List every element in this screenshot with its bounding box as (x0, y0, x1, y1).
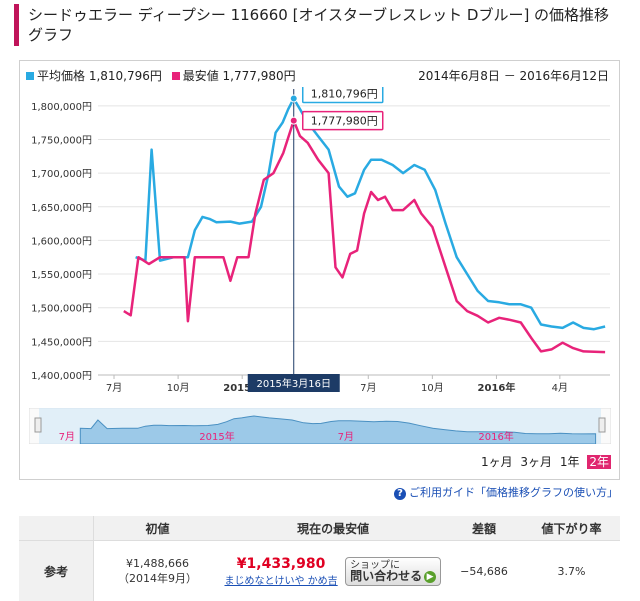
y-tick-label: 1,650,000円 (31, 203, 92, 214)
title-accent (14, 4, 19, 46)
y-tick-label: 1,450,000円 (31, 337, 92, 348)
navigator-label: 7月 (338, 431, 354, 443)
y-tick-label: 1,600,000円 (31, 236, 92, 247)
guide-link[interactable]: ?ご利用ガイド「価格推移グラフの使い方」 (394, 484, 618, 500)
inquire-big-text: 問い合わせる (350, 569, 422, 583)
x-tick-label: 10月 (421, 382, 444, 394)
legend-avg-label: 平均価格 1,810,796円 (37, 69, 162, 83)
range-button-1y[interactable]: 1年 (560, 455, 580, 469)
price-chart[interactable]: 1,400,000円 1,450,000円 1,500,000円 1,550,000円… (20, 87, 619, 407)
avg-highlight-point (290, 95, 297, 102)
legend-min-label: 最安値 1,777,980円 (183, 69, 296, 83)
header-current-min: 現在の最安値 (221, 516, 445, 541)
page-title: シードゥエラー ディープシー 116660 [オイスターブレスレット Dブルー]… (28, 5, 618, 45)
y-tick-label: 1,700,000円 (31, 169, 92, 180)
title-bar: シードゥエラー ディープシー 116660 [オイスターブレスレット Dブルー]… (14, 4, 614, 46)
range-button-1m[interactable]: 1ヶ月 (481, 455, 513, 469)
tooltip-min: 1,777,980円 (311, 115, 378, 128)
first-price: ¥1,488,666 (95, 557, 220, 570)
y-tick-label: 1,500,000円 (31, 304, 92, 315)
avg-price-line (136, 99, 605, 330)
navigator-label: 2016年 (478, 430, 513, 443)
range-button-3m[interactable]: 3ヶ月 (520, 455, 552, 469)
chart-panel: 平均価格 1,810,796円 最安値 1,777,980円 2014年6月8日… (19, 60, 620, 480)
reference-corner (19, 516, 94, 541)
current-min-cell: ¥1,433,980 まじめなとけいや かめ吉 (221, 541, 341, 601)
navigator-label: 7月 (59, 431, 75, 443)
navigator-handle-left (35, 418, 41, 432)
header-first-price: 初値 (94, 516, 222, 541)
first-date: （2014年9月） (95, 570, 220, 586)
range-navigator[interactable]: 7月 2015年 7月 2016年 (29, 408, 611, 444)
guide-link-text[interactable]: ご利用ガイド「価格推移グラフの使い方」 (409, 486, 618, 499)
current-min-price: ¥1,433,980 (222, 556, 340, 572)
min-highlight-point (290, 117, 297, 124)
legend-swatch-avg (26, 72, 34, 80)
tooltip-date: 2015年3月16日 (256, 377, 331, 390)
legend: 平均価格 1,810,796円 最安値 1,777,980円 (26, 67, 302, 84)
min-price-line (124, 121, 605, 353)
first-price-cell: ¥1,488,666 （2014年9月） (94, 541, 222, 601)
date-range: 2014年6月8日 － 2016年6月12日 (418, 67, 609, 84)
inquire-shop-button[interactable]: ショップに問い合わせる▶ (345, 557, 441, 586)
x-tick-label: 4月 (552, 382, 568, 394)
drop-rate-cell: 3.7% (523, 541, 620, 601)
arrow-right-icon: ▶ (424, 571, 436, 583)
y-tick-label: 1,400,000円 (31, 371, 92, 382)
legend-swatch-min (172, 72, 180, 80)
navigator-label: 2015年 (199, 430, 234, 443)
shop-link[interactable]: まじめなとけいや かめ吉 (222, 572, 340, 587)
y-tick-label: 1,800,000円 (31, 102, 92, 113)
help-circle-icon: ? (394, 488, 406, 500)
x-tick-label: 2016年 (478, 381, 516, 394)
x-tick-label: 7月 (106, 382, 122, 394)
navigator-handle-right (599, 418, 605, 432)
range-button-2y[interactable]: 2年 (587, 455, 611, 469)
header-diff: 差額 (445, 516, 523, 541)
tooltip-avg: 1,810,796円 (311, 88, 378, 101)
diff-cell: −54,686 (445, 541, 523, 601)
y-tick-label: 1,550,000円 (31, 270, 92, 281)
inquire-cell: ショップに問い合わせる▶ (341, 541, 445, 601)
reference-table: 初値 現在の最安値 差額 値下がり率 参考 ¥1,488,666 （2014年9… (19, 516, 620, 601)
header-drop-rate: 値下がり率 (523, 516, 620, 541)
legend-item-min[interactable]: 最安値 1,777,980円 (172, 69, 296, 83)
range-buttons: 1ヶ月 3ヶ月 1年 2年 (477, 453, 611, 470)
legend-item-avg[interactable]: 平均価格 1,810,796円 (26, 69, 162, 83)
y-tick-label: 1,750,000円 (31, 135, 92, 146)
x-tick-label: 10月 (167, 382, 190, 394)
reference-row-label: 参考 (19, 541, 94, 601)
x-tick-label: 7月 (360, 382, 376, 394)
